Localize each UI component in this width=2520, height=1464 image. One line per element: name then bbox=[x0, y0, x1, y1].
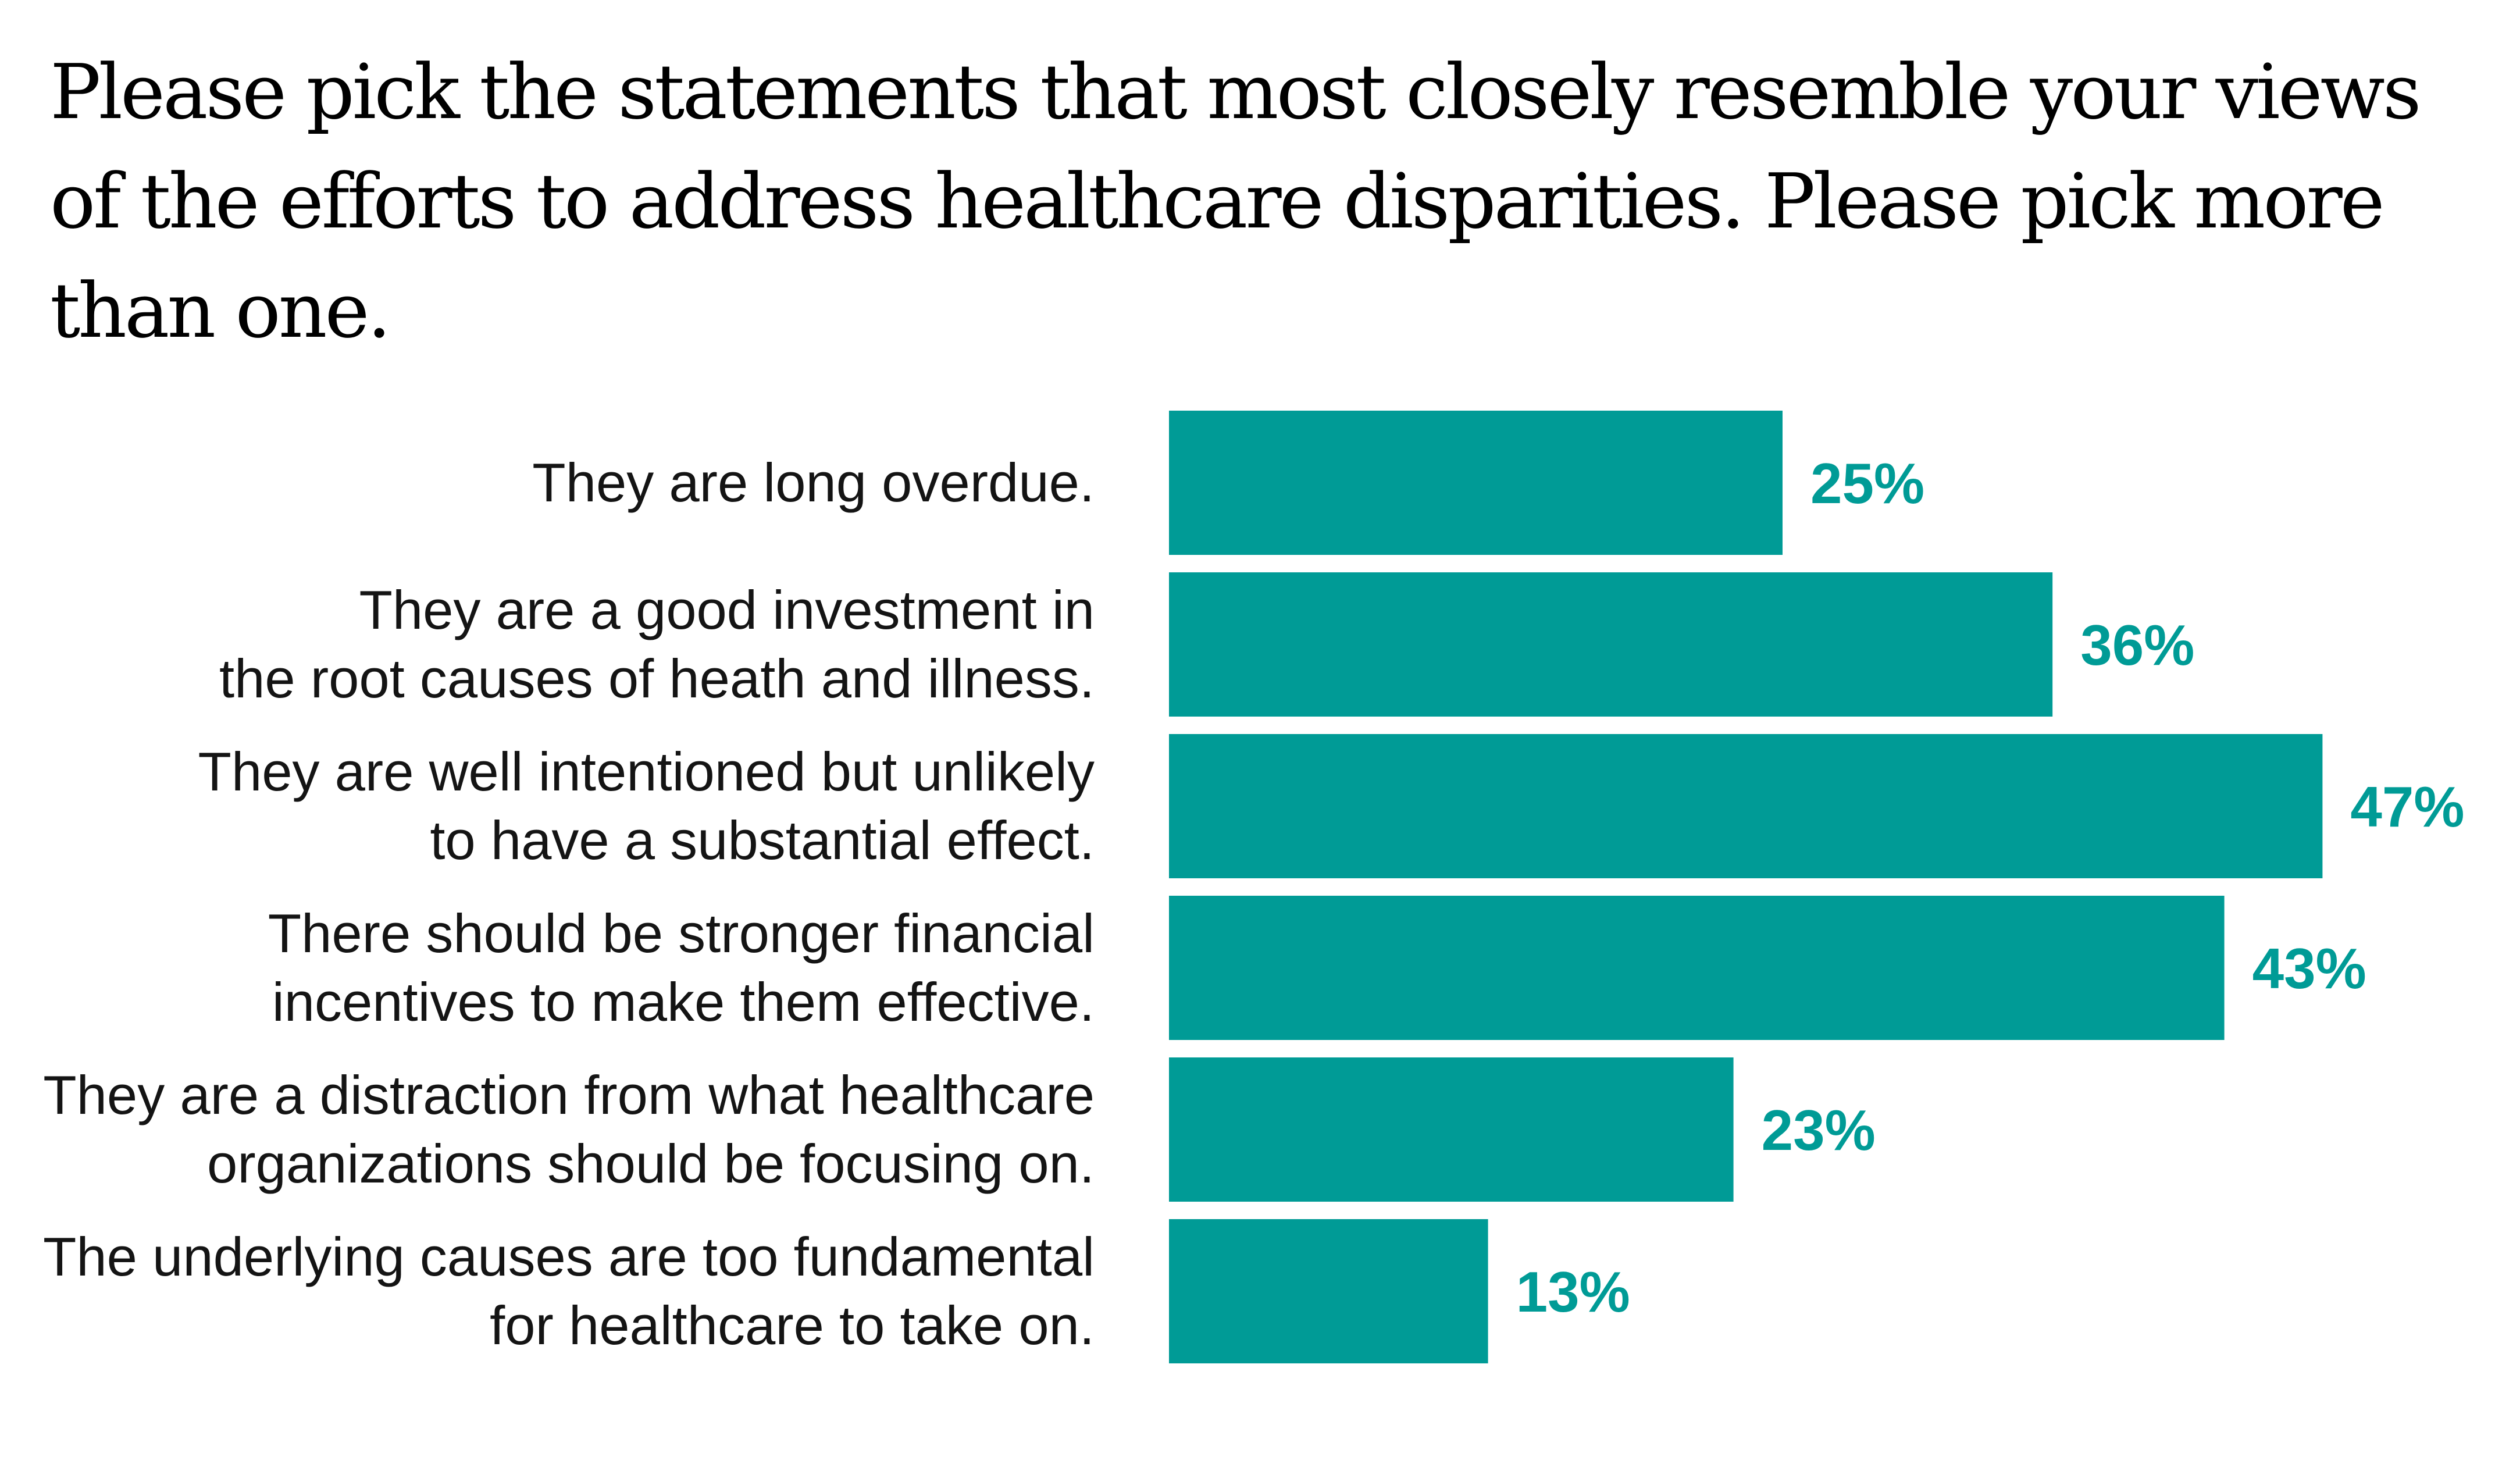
category-label-line: to have a substantial effect. bbox=[430, 810, 1095, 871]
chart-title: Please pick the statements that most clo… bbox=[50, 48, 2422, 355]
category-label: They are a distraction from what healthc… bbox=[43, 1064, 1095, 1194]
category-label: There should be stronger financial incent… bbox=[268, 903, 1095, 1032]
value-label: 25% bbox=[1810, 451, 1924, 515]
category-label: They are long overdue. bbox=[532, 452, 1095, 513]
value-label: 36% bbox=[2080, 613, 2194, 677]
category-labels: They are long overdue. They are a good in… bbox=[43, 452, 1095, 1356]
value-label: 43% bbox=[2252, 936, 2366, 1000]
category-label: The underlying causes are too fundamenta… bbox=[43, 1226, 1095, 1356]
bar bbox=[1169, 734, 2323, 878]
category-label-line: They are a distraction from what healthc… bbox=[43, 1064, 1095, 1125]
category-label-line: for healthcare to take on. bbox=[490, 1295, 1095, 1356]
category-label-line: There should be stronger financial bbox=[268, 903, 1095, 964]
category-label-line: incentives to make them effective. bbox=[272, 971, 1095, 1032]
value-labels: 25% 36% 47% 43% 23% 13% bbox=[1516, 451, 2465, 1324]
bar bbox=[1169, 572, 2053, 717]
bar bbox=[1169, 411, 1783, 555]
value-label: 23% bbox=[1762, 1098, 1876, 1162]
bar bbox=[1169, 1219, 1488, 1363]
category-label-line: They are a good investment in bbox=[359, 579, 1095, 640]
category-label-line: They are well intentioned but unlikely bbox=[198, 741, 1095, 802]
category-label-line: They are long overdue. bbox=[532, 452, 1095, 513]
category-label: They are a good investment in the root ca… bbox=[219, 579, 1095, 709]
bars bbox=[1169, 411, 2323, 1363]
bar bbox=[1169, 1057, 1734, 1202]
bar bbox=[1169, 896, 2225, 1040]
value-label: 13% bbox=[1516, 1260, 1630, 1324]
category-label: They are well intentioned but unlikely to… bbox=[198, 741, 1095, 871]
value-label: 47% bbox=[2350, 775, 2464, 839]
category-label-line: organizations should be focusing on. bbox=[207, 1133, 1095, 1194]
category-label-line: The underlying causes are too fundamenta… bbox=[43, 1226, 1095, 1287]
category-label-line: the root causes of heath and illness. bbox=[219, 648, 1095, 709]
